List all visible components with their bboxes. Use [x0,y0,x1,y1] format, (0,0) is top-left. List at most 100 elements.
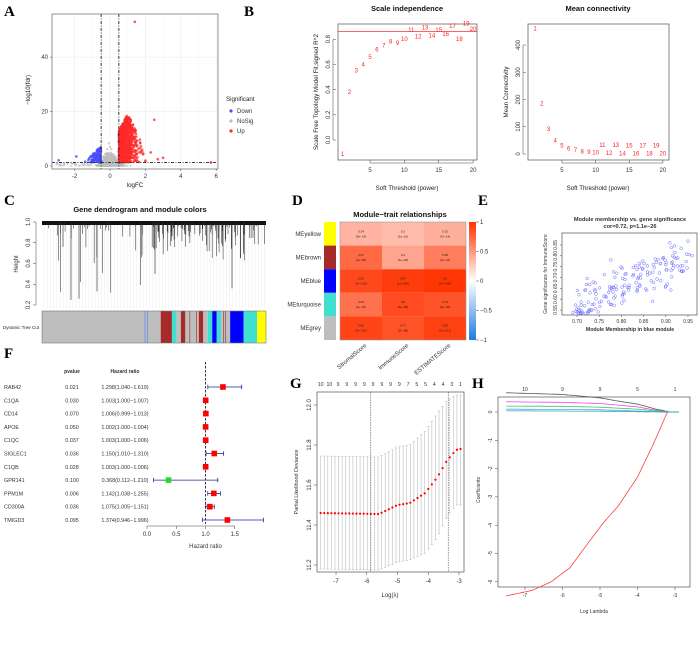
point-label: 17 [639,144,646,150]
scatter-point [638,283,642,287]
point-up [123,129,127,132]
colorbar-tick-label: −1 [480,338,488,344]
legend-marker [229,109,233,113]
mean-point [452,451,455,455]
panel-label-d: D [292,193,303,209]
y-tick-label: 1.0 [26,217,32,226]
point-up [119,143,122,147]
chart-title: Gene dendrogram and module colors [73,205,206,214]
x-tick-label: -2 [72,174,78,180]
point-up [138,141,142,145]
point-label: 15 [435,28,442,34]
scatter-point [609,258,613,262]
cell-value: 0.77 [400,324,406,328]
point-label: 9 [587,150,591,156]
point-label: 17 [449,24,456,30]
y-axis-label: Scale Free Topology Model Fit,signed R^2 [313,33,320,150]
module-color-segment [257,311,266,343]
x-tick-label: 6 [215,174,219,180]
point-nosig [121,164,124,168]
x-tick-label: 0.85 [639,319,649,325]
point-label: 4 [554,138,558,144]
x-axis-label: Log(λ) [381,593,398,599]
chart-title: Mean connectivity [565,4,631,13]
panel-label-b: B [244,4,254,20]
colorbar-tick-label: 0.5 [480,250,489,256]
scatter-point [594,297,598,301]
scatter-point [579,308,583,312]
y-tick-label: 100 [516,121,522,132]
scatter-point [588,291,592,295]
mean-point [362,512,365,515]
scatter-point [613,275,617,280]
point-nosig [110,147,113,151]
y-tick-label: 40 [41,55,48,61]
mean-point [448,456,451,459]
scatter-point [627,283,631,287]
point-nosig [70,162,73,165]
panel-label-h: H [472,376,484,392]
point-up [142,152,145,155]
heatmap-cell [424,292,466,317]
cell-value: 0.35 [442,229,448,233]
x-tick-label: 5 [368,168,372,174]
cell-pvalue: (7e−14) [440,234,450,238]
point-label: 19 [653,144,660,150]
panel-label-f: F [4,346,13,362]
point-nosig [106,148,109,151]
scatter-point [583,288,587,292]
point-label: 7 [574,148,578,154]
hazard-ratio-text: 1.142(1.038−1.255) [101,491,148,497]
scatter-point [620,285,624,289]
scatter-point [653,257,657,261]
point-up [140,148,144,152]
point-nosig [56,162,59,165]
point-up [120,140,123,143]
point-outlier [149,151,153,154]
point-nosig [112,154,115,157]
mean-point [384,509,387,513]
y-tick-label: 0.80 [553,251,559,261]
point-up [124,134,127,138]
point-nosig [111,159,114,163]
scatter-point [659,279,663,283]
y-tick-label: 0.55 [553,305,559,315]
point-label: 12 [415,35,422,41]
y-tick-label: 0.70 [553,272,559,282]
y-tick-label: 0 [516,152,522,156]
module-color-swatch [324,316,336,340]
mean-point [441,467,444,470]
y-tick-label: 0.8 [326,34,332,43]
point-label: 9 [396,41,400,47]
y-tick-label: 400 [516,39,522,50]
point-up [133,137,137,141]
scatter-point [622,298,626,302]
cell-pvalue: (3e−102) [355,282,367,286]
point-up [122,124,125,127]
point-label: 14 [619,151,626,157]
module-color-swatch [324,245,336,270]
scatter-point [670,260,675,264]
colorbar-tick-label: 1 [480,220,484,226]
y-axis-label: −log10(fdr) [25,75,32,105]
point-label: 18 [646,152,653,158]
scatter-point [631,265,635,270]
point-label: 5 [368,55,372,61]
point-up [133,140,137,144]
scatter-point [613,294,617,298]
scatter-point [672,244,677,248]
point-up [128,123,132,127]
point-up [139,144,143,148]
legend-marker [229,119,233,123]
point-up [139,151,143,154]
x-tick-label: 15 [435,168,442,174]
scatter-point [651,270,655,274]
x-tick-label: -4 [635,593,640,599]
cell-pvalue: (1e−140) [397,282,409,286]
point-up [132,143,136,147]
module-color-segment [212,311,217,343]
point-label: 2 [540,102,544,108]
top-count-label: 5 [636,387,639,393]
coefficient-path [506,401,679,413]
